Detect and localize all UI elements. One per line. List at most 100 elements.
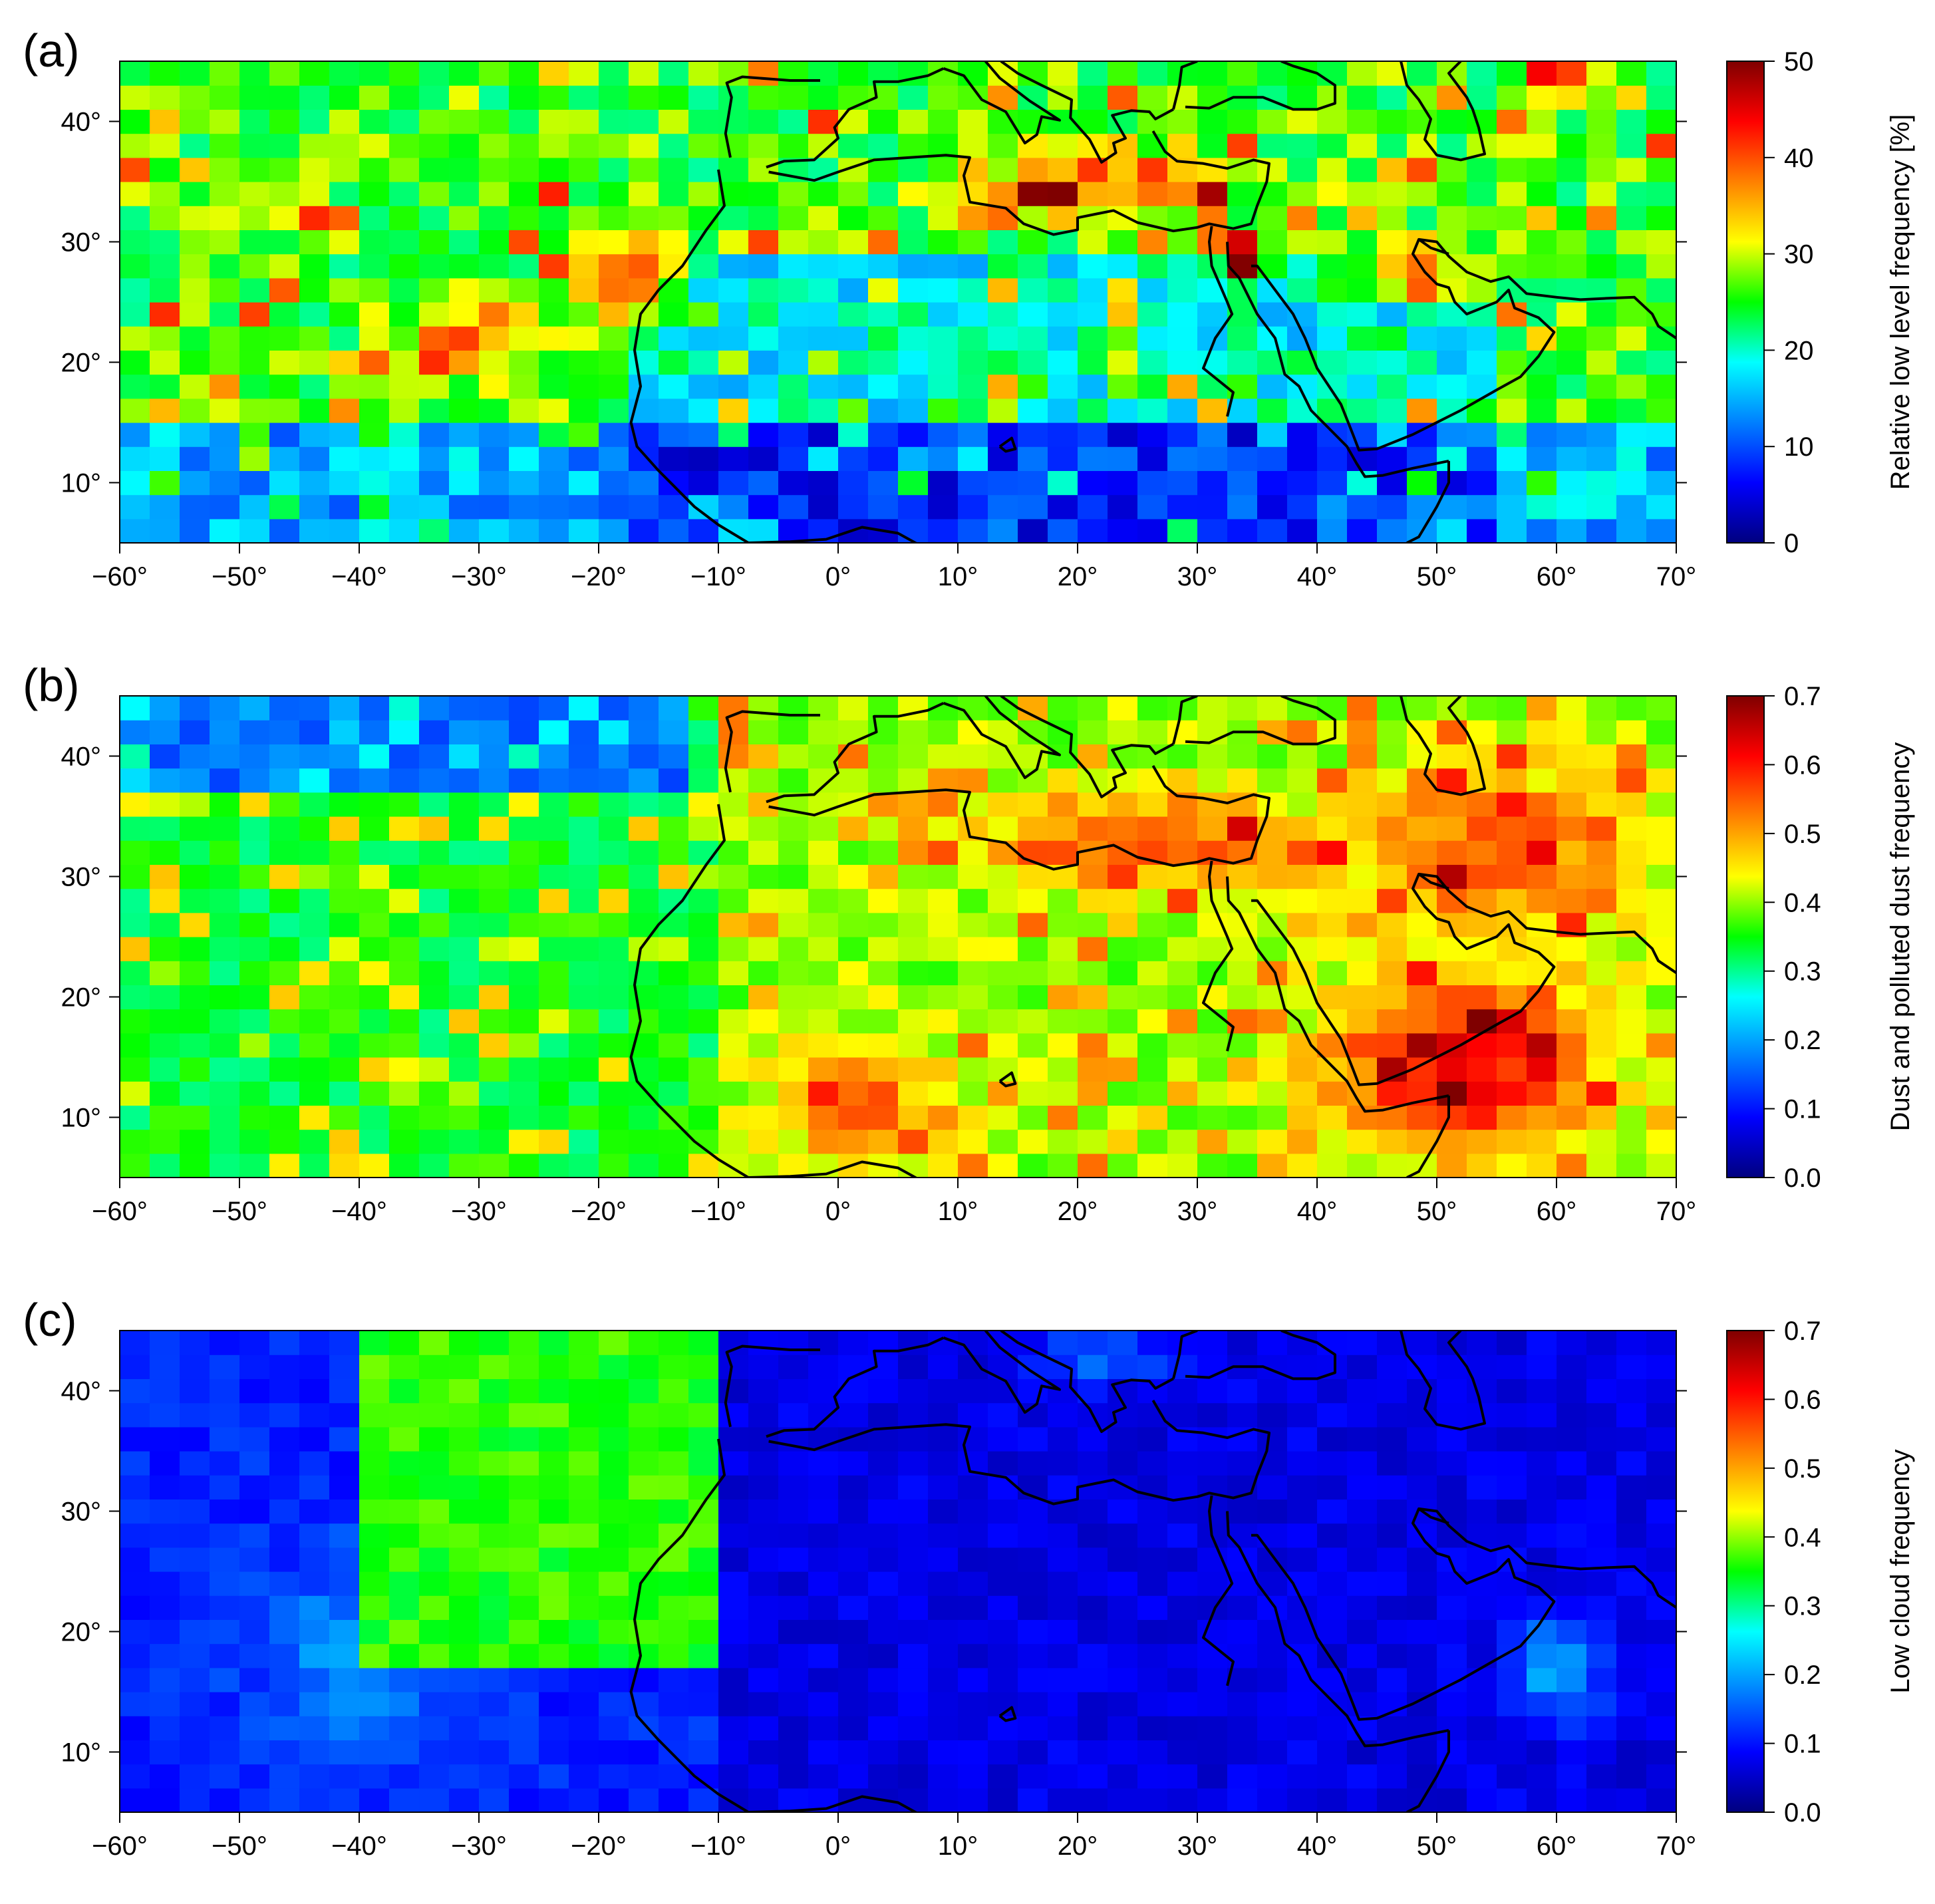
- heatmap-cell: [1018, 398, 1048, 423]
- heatmap-cell: [898, 792, 929, 817]
- heatmap-cell: [1467, 1129, 1497, 1154]
- heatmap-cell: [269, 1740, 300, 1765]
- heatmap-cell: [599, 422, 629, 447]
- heatmap-cell: [928, 1032, 959, 1058]
- heatmap-cell: [928, 1354, 959, 1379]
- heatmap-cell: [659, 422, 689, 447]
- x-tick-label: −30°: [451, 1831, 507, 1861]
- heatmap-cell: [1407, 1451, 1437, 1476]
- heatmap-cell: [988, 961, 1018, 985]
- heatmap-cell: [359, 1129, 390, 1154]
- heatmap-cell: [1137, 1571, 1168, 1596]
- heatmap-cell: [868, 985, 899, 1010]
- heatmap-cell: [1018, 1571, 1048, 1596]
- x-tick-label: −50°: [212, 1197, 267, 1226]
- x-tick-label: −10°: [690, 1831, 746, 1861]
- heatmap-cell: [838, 1354, 869, 1379]
- heatmap-cell: [210, 85, 240, 110]
- heatmap-cell: [479, 1402, 510, 1428]
- heatmap-cell: [1646, 840, 1676, 865]
- heatmap-cell: [389, 1153, 420, 1178]
- heatmap-cell: [419, 1667, 450, 1692]
- heatmap-cell: [868, 182, 899, 206]
- heatmap-cell: [1467, 864, 1497, 889]
- heatmap-cell: [928, 744, 959, 769]
- heatmap-cell: [239, 61, 270, 86]
- heatmap-cell: [1167, 374, 1198, 399]
- heatmap-cell: [838, 1571, 869, 1596]
- heatmap-cell: [988, 888, 1018, 913]
- heatmap-cell: [1497, 1523, 1527, 1548]
- heatmap-cell: [1347, 422, 1378, 447]
- heatmap-cell: [1616, 85, 1647, 110]
- heatmap-cell: [1527, 1716, 1557, 1740]
- heatmap-cell: [1257, 1475, 1288, 1500]
- heatmap-cell: [329, 374, 360, 399]
- heatmap-cell: [599, 85, 629, 110]
- heatmap-cell: [269, 494, 300, 520]
- heatmap-cell: [659, 744, 689, 769]
- heatmap-cell: [898, 937, 929, 961]
- heatmap-cell: [659, 1764, 689, 1789]
- heatmap-cell: [299, 1426, 330, 1452]
- heatmap-cell: [569, 937, 599, 961]
- heatmap-cell: [868, 1740, 899, 1765]
- heatmap-cell: [688, 768, 719, 793]
- heatmap-cell: [389, 230, 420, 255]
- heatmap-cell: [1557, 398, 1587, 423]
- heatmap-cell: [150, 182, 180, 206]
- heatmap-cell: [569, 1571, 599, 1596]
- heatmap-cell: [449, 1402, 480, 1428]
- heatmap-cell: [659, 1716, 689, 1740]
- heatmap-cell: [180, 720, 210, 744]
- heatmap-cell: [449, 182, 480, 206]
- heatmap-cell: [569, 792, 599, 817]
- heatmap-cell: [269, 937, 300, 961]
- heatmap-cell: [1646, 888, 1676, 913]
- heatmap-cell: [449, 326, 480, 351]
- heatmap-cell: [269, 1547, 300, 1572]
- heatmap-cell: [1287, 85, 1318, 110]
- heatmap-cell: [748, 1057, 779, 1082]
- heatmap-cell: [988, 157, 1018, 182]
- heatmap-cell: [180, 326, 210, 351]
- heatmap-cell: [269, 840, 300, 865]
- heatmap-cell: [688, 1740, 719, 1765]
- heatmap-cell: [509, 816, 539, 841]
- heatmap-cell: [569, 133, 599, 158]
- heatmap-cell: [898, 1402, 929, 1428]
- heatmap-cell: [1586, 1402, 1617, 1428]
- heatmap-cell: [1437, 1153, 1467, 1178]
- heatmap-cell: [269, 1426, 300, 1452]
- heatmap-cell: [1137, 422, 1168, 447]
- heatmap-cell: [1407, 1032, 1437, 1058]
- heatmap-cell: [359, 888, 390, 913]
- heatmap-cell: [1018, 1354, 1048, 1379]
- heatmap-cell: [1437, 302, 1467, 327]
- heatmap-cell: [1048, 1105, 1078, 1130]
- heatmap-cell: [569, 1547, 599, 1572]
- heatmap-cell: [479, 1667, 510, 1692]
- heatmap-cell: [210, 1716, 240, 1740]
- heatmap-cell: [1497, 230, 1527, 255]
- heatmap-cell: [748, 1009, 779, 1034]
- heatmap-cell: [150, 277, 180, 303]
- heatmap-cell: [449, 253, 480, 279]
- heatmap-cell: [1347, 1153, 1378, 1178]
- heatmap-cell: [359, 398, 390, 423]
- heatmap-cell: [988, 1523, 1018, 1548]
- heatmap-cell: [629, 961, 659, 985]
- heatmap-cell: [419, 1595, 450, 1620]
- heatmap-cell: [239, 1129, 270, 1154]
- heatmap-cell: [329, 1081, 360, 1106]
- x-tick-label: 20°: [1058, 1197, 1098, 1226]
- heatmap-cell: [1527, 61, 1557, 86]
- heatmap-cell: [509, 888, 539, 913]
- heatmap-cell: [599, 1105, 629, 1130]
- heatmap-cell: [1287, 744, 1318, 769]
- heatmap-cell: [1137, 985, 1168, 1010]
- heatmap-cell: [239, 422, 270, 447]
- heatmap-cell: [1437, 446, 1467, 471]
- heatmap-cell: [359, 182, 390, 206]
- heatmap-cell: [210, 494, 240, 520]
